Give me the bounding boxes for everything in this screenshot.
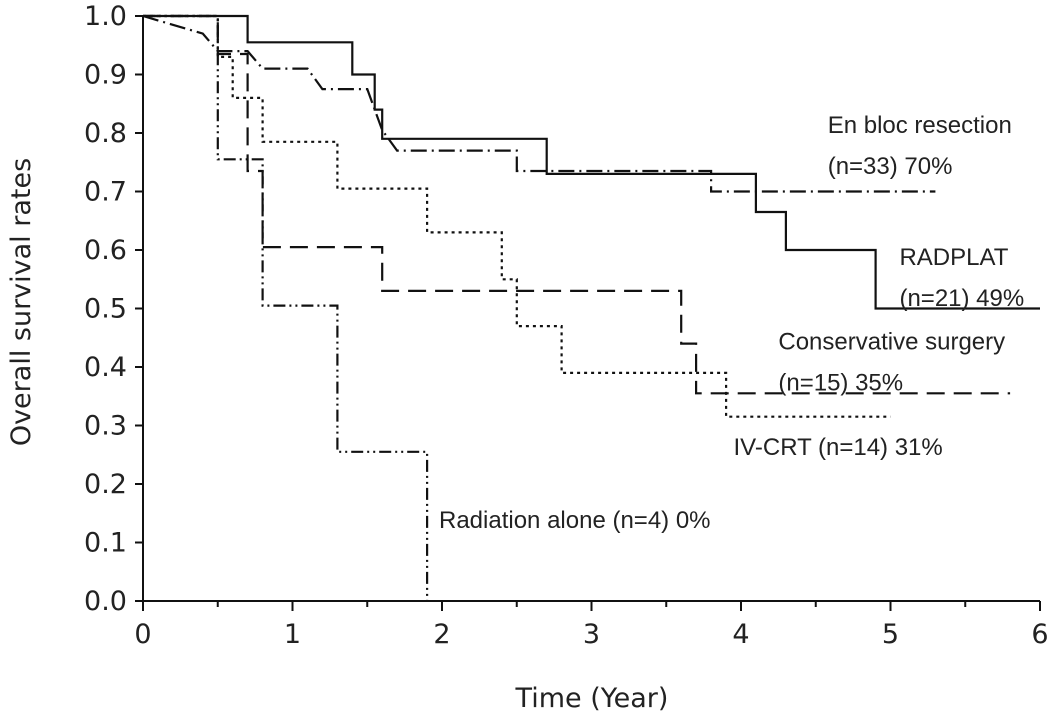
series-line-ivcrt [143,14,891,418]
annotation-rad_l1: Radiation alone (n=4) 0% [439,507,711,534]
series-line-en_bloc [142,14,936,193]
y-axis-title: Overall survival rates [6,158,37,446]
y-tick-label: 0.7 [84,177,127,208]
annotation-en_bloc_l1: En bloc resection [828,112,1012,139]
annotation-radplat_l1: RADPLAT [899,244,1008,271]
y-tick-label: 0.4 [84,352,127,383]
y-tick-label: 0.3 [84,411,127,442]
annotation-radplat_l2: (n=21) 49% [899,285,1024,312]
annotation-cons_l2: (n=15) 35% [778,370,903,397]
annotation-en_bloc_l2: (n=33) 70% [828,153,953,180]
x-tick-label: 6 [1031,619,1048,650]
x-tick-label: 1 [284,619,301,650]
annotation-ivcrt_l1: IV-CRT (n=14) 31% [734,434,943,461]
y-tick-label: 0.9 [84,60,127,91]
series-line-conservative [143,14,1011,395]
y-tick-label: 0.5 [84,294,127,325]
series-line-radiation [143,14,429,601]
annotation-cons_l1: Conservative surgery [778,329,1005,356]
annotation-layer: En bloc resection (n=33) 70% RADPLAT (n=21)… [439,112,1024,534]
y-tick-label: 0.2 [84,469,127,500]
x-tick-label: 0 [134,619,151,650]
x-tick-label: 2 [433,619,450,650]
y-tick-label: 1.0 [84,1,127,32]
x-tick-label: 4 [732,619,749,650]
series-line-radplat [143,14,1040,310]
series-layer [142,14,1040,601]
y-tick-label: 0.8 [84,118,127,149]
y-tick-label: 0.1 [84,528,127,559]
y-tick-label: 0.0 [84,586,127,617]
x-tick-label: 5 [882,619,899,650]
y-tick-label: 0.6 [84,235,127,266]
x-tick-label: 3 [583,619,600,650]
axes: 0.0 0.1 0.2 0.3 0.4 0.5 0.6 0.7 0.8 0.9 1.0 0 1 2 3 4 5 6 [84,1,1049,650]
x-axis-title: Time (Year) [515,683,669,714]
